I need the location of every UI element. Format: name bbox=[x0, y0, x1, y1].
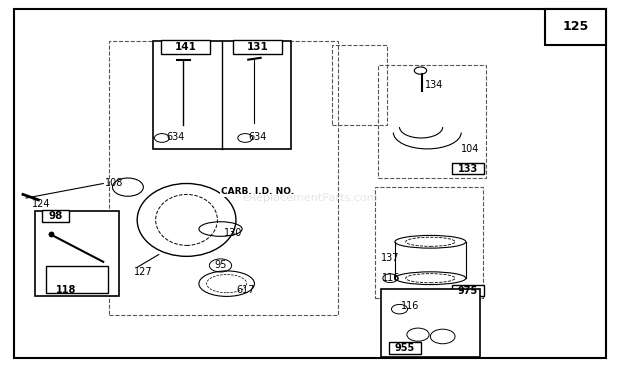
Text: eReplacementParts.com: eReplacementParts.com bbox=[242, 193, 378, 203]
Text: 130: 130 bbox=[224, 228, 242, 238]
FancyBboxPatch shape bbox=[153, 41, 291, 149]
FancyBboxPatch shape bbox=[35, 211, 118, 297]
Text: 134: 134 bbox=[425, 80, 443, 90]
FancyBboxPatch shape bbox=[452, 285, 484, 297]
Text: 98: 98 bbox=[48, 211, 63, 221]
FancyBboxPatch shape bbox=[452, 163, 484, 174]
Text: 118: 118 bbox=[56, 285, 76, 295]
Text: 104: 104 bbox=[461, 144, 480, 154]
Text: 127: 127 bbox=[134, 267, 153, 277]
Text: 137: 137 bbox=[381, 253, 399, 263]
Text: 108: 108 bbox=[105, 178, 123, 188]
FancyBboxPatch shape bbox=[381, 289, 480, 356]
FancyBboxPatch shape bbox=[389, 342, 421, 354]
Text: 634: 634 bbox=[166, 132, 185, 142]
FancyBboxPatch shape bbox=[233, 40, 282, 54]
Text: 141: 141 bbox=[174, 42, 197, 52]
Text: 634: 634 bbox=[248, 132, 267, 142]
FancyBboxPatch shape bbox=[161, 40, 210, 54]
Text: 955: 955 bbox=[395, 343, 415, 353]
Text: CARB. I.D. NO.: CARB. I.D. NO. bbox=[221, 187, 294, 196]
Text: 133: 133 bbox=[458, 164, 478, 174]
Text: 116: 116 bbox=[382, 273, 401, 283]
Text: 95: 95 bbox=[215, 261, 227, 270]
FancyBboxPatch shape bbox=[544, 9, 606, 45]
Text: 125: 125 bbox=[562, 21, 588, 33]
Text: 124: 124 bbox=[32, 199, 51, 208]
FancyBboxPatch shape bbox=[46, 266, 108, 294]
Text: 975: 975 bbox=[458, 286, 478, 295]
Text: 116: 116 bbox=[401, 301, 420, 310]
Text: 131: 131 bbox=[247, 42, 268, 52]
FancyBboxPatch shape bbox=[42, 210, 69, 222]
Text: 617: 617 bbox=[236, 285, 254, 295]
